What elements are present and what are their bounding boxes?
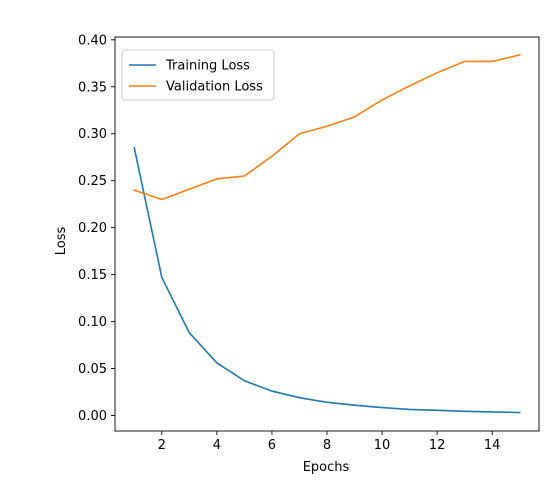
x-tick-label: 6 — [268, 438, 276, 453]
axes: 2 4 6 8 10 12 14 0.00 0.05 0.10 0.15 0.20 0.25 0.30 0.… — [78, 33, 540, 453]
y-tick-label: 0.00 — [78, 409, 107, 424]
legend-label-training-loss: Training Loss — [165, 59, 250, 74]
x-tick-label: 10 — [374, 438, 391, 453]
y-tick-label: 0.20 — [78, 221, 107, 236]
y-axis-label: Loss — [54, 227, 69, 256]
legend-box — [121, 49, 275, 101]
y-tick-label: 0.25 — [78, 174, 107, 189]
y-tick-label: 0.30 — [78, 127, 107, 142]
legend-label-validation-loss: Validation Loss — [166, 80, 263, 95]
x-tick-label: 12 — [429, 438, 446, 453]
x-tick-label: 8 — [323, 438, 331, 453]
x-tick-label: 4 — [213, 438, 221, 453]
y-tick-label: 0.05 — [78, 362, 107, 377]
y-tick-label: 0.10 — [78, 315, 107, 330]
legend[interactable]: Training Loss Validation Loss — [121, 49, 275, 101]
x-tick-label: 2 — [158, 438, 166, 453]
series-line-validation-loss — [133, 53, 521, 201]
x-tick-label: 14 — [484, 438, 501, 453]
plot-area — [133, 53, 521, 414]
x-axis-label: Epochs — [303, 460, 350, 475]
series-line-training-loss — [133, 146, 521, 414]
y-tick-label: 0.40 — [78, 33, 107, 48]
y-tick-label: 0.35 — [78, 80, 107, 95]
y-tick-label: 0.15 — [78, 268, 107, 283]
